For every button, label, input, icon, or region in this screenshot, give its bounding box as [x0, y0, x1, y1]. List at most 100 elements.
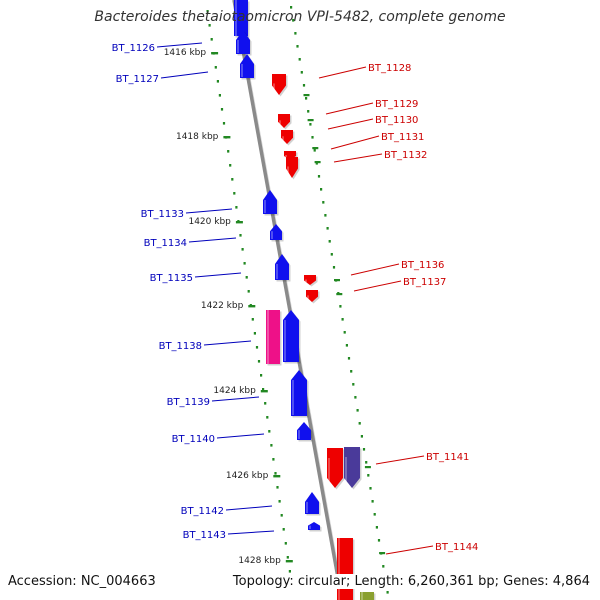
- gene-label: BT_1135: [150, 273, 193, 284]
- accession-text: Accession: NC_004663: [8, 574, 156, 589]
- gene-BT_1143: [308, 522, 320, 530]
- inner-ring-dot: [255, 346, 259, 349]
- gene-label: BT_1141: [426, 452, 469, 463]
- gene-label-line: [325, 102, 374, 115]
- gene-label: BT_1133: [141, 209, 184, 220]
- outer-ring-tick: [334, 279, 340, 282]
- gene-label: BT_1138: [159, 341, 202, 352]
- outer-ring-dot: [345, 344, 348, 347]
- kbp-tick: [285, 560, 293, 563]
- gene-label: BT_1144: [435, 542, 478, 553]
- outer-ring-tick: [307, 119, 314, 122]
- outer-ring-dot: [309, 123, 312, 126]
- kbp-label: 1428 kbp: [238, 556, 281, 566]
- kbp-label: 1424 kbp: [213, 386, 256, 396]
- inner-ring-dot: [270, 444, 273, 447]
- inner-ring-dot: [282, 528, 285, 531]
- gene-label-line: [318, 66, 367, 79]
- gene-label-line: [160, 71, 209, 79]
- kbp-label: 1422 kbp: [201, 301, 244, 311]
- gene-label: BT_1126: [112, 43, 155, 54]
- inner-ring-dot: [229, 164, 232, 167]
- inner-ring-dot: [262, 388, 265, 391]
- map-title: Bacteroides thetaiotaomicron VPI-5482, c…: [94, 9, 506, 25]
- gene-label-line: [375, 455, 425, 465]
- outer-ring-dot: [296, 45, 299, 48]
- inner-ring-dot: [253, 332, 256, 335]
- gene-label: BT_1136: [401, 260, 444, 271]
- gene-BT_1138-pink: [266, 310, 280, 364]
- outer-ring-dot: [382, 565, 385, 568]
- outer-ring-dot: [302, 84, 306, 87]
- outer-ring-dot: [339, 305, 342, 308]
- inner-ring-dot: [264, 402, 267, 405]
- inner-ring-dot: [276, 486, 279, 489]
- kbp-label: 1420 kbp: [188, 217, 231, 227]
- gene-label-line: [385, 545, 434, 555]
- inner-ring-dot: [243, 262, 246, 265]
- outer-ring-dot: [320, 188, 323, 191]
- gene-label: BT_1142: [181, 506, 224, 517]
- outer-ring-dot: [326, 227, 329, 230]
- gene-label: BT_1128: [368, 63, 411, 74]
- kbp-tick: [273, 475, 281, 478]
- outer-ring-dot: [307, 110, 310, 113]
- inner-ring-dot: [231, 178, 234, 181]
- inner-ring-dot: [208, 24, 211, 27]
- outer-ring-dot: [371, 500, 374, 503]
- kbp-tick: [260, 390, 268, 393]
- gene-label-line: [330, 135, 380, 150]
- gene-BT_1142: [305, 492, 319, 514]
- gene-BT_1136: [304, 275, 316, 285]
- outer-ring-dot: [292, 19, 295, 22]
- gene-BT_1141-purple: [344, 447, 360, 488]
- outer-ring-tick: [314, 161, 321, 164]
- outer-ring-dot: [324, 214, 327, 217]
- gene-label-line: [156, 42, 203, 48]
- gene-label-line: [185, 208, 233, 214]
- outer-ring-dot: [356, 409, 359, 412]
- inner-ring-dot: [266, 416, 269, 419]
- gene-label: BT_1140: [172, 434, 215, 445]
- gene-BT_1132: [286, 157, 298, 178]
- outer-ring-dot: [350, 370, 353, 373]
- gene-BT_1125: [234, 0, 248, 36]
- outer-ring-dot: [330, 253, 333, 256]
- outer-ring-dot: [386, 591, 389, 594]
- gene-label-line: [327, 118, 374, 130]
- gene-label-line: [211, 396, 260, 402]
- inner-ring-dot: [214, 66, 217, 69]
- outer-ring-dot: [369, 487, 372, 490]
- kbp-label: 1426 kbp: [226, 471, 269, 481]
- gene-BT_1133: [263, 190, 277, 214]
- gene-label-line: [216, 433, 265, 439]
- outer-ring-dot: [305, 97, 308, 100]
- gene-BT_1135: [275, 254, 289, 280]
- outer-ring-dot: [358, 422, 361, 425]
- outer-ring-dot: [365, 461, 368, 464]
- inner-ring-dot: [220, 108, 224, 111]
- outer-ring-tick: [303, 94, 310, 97]
- gene-BT_1140: [297, 422, 311, 440]
- inner-ring-dot: [288, 570, 291, 573]
- inner-ring-dot: [272, 458, 275, 461]
- gene-label-line: [353, 280, 402, 292]
- inner-ring-dot: [251, 318, 254, 321]
- outer-ring-dot: [375, 526, 378, 529]
- outer-ring-dot: [300, 71, 303, 74]
- gene-label: BT_1134: [144, 238, 187, 249]
- gene-BT_1137: [306, 290, 318, 302]
- gene-label-line: [350, 263, 400, 276]
- inner-ring-dot: [241, 248, 244, 251]
- inner-ring-dot: [216, 80, 219, 83]
- gene-BT_1126: [236, 30, 250, 54]
- gene-BT_1127: [240, 54, 254, 78]
- inner-ring-dot: [222, 122, 226, 125]
- inner-ring-dot: [278, 500, 281, 503]
- outer-ring-tick: [312, 147, 319, 150]
- gene-label: BT_1143: [183, 530, 226, 541]
- inner-ring-dot: [257, 360, 261, 363]
- gene-BT_1138: [283, 310, 299, 362]
- outer-ring-dot: [377, 539, 381, 542]
- inner-ring-dot: [260, 374, 263, 377]
